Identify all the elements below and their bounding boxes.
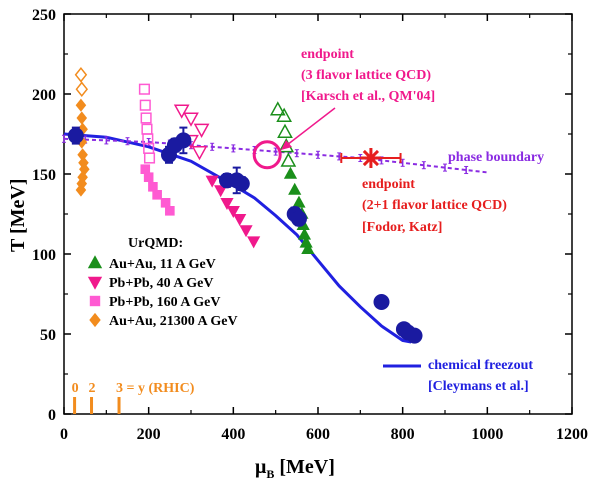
curves-group — [62, 132, 488, 368]
legend-entry-label: Au+Au, 11 A GeV — [109, 257, 216, 272]
rhic-tick — [73, 397, 77, 414]
legend-entry-label: Au+Au, 21300 A GeV — [109, 314, 238, 329]
data-point-square-open — [138, 83, 150, 95]
data-point-square-filled — [143, 172, 154, 182]
data-point-triangle-up-open — [276, 107, 293, 122]
phase-boundary-label: phase boundary — [448, 150, 544, 165]
x-tick-label: 0 — [60, 426, 68, 443]
rhic-tick-label: 2 — [89, 381, 96, 396]
legend-marker-square — [89, 295, 101, 307]
rhic-tick-label: 0 — [72, 381, 79, 396]
endpoint3-arrow-line — [286, 107, 336, 146]
x-tick-label: 400 — [221, 426, 245, 443]
data-point-triangle-down-open — [173, 104, 190, 119]
data-point-triangle-down-open — [193, 123, 210, 138]
endpoint21-line1: endpoint — [362, 177, 415, 192]
data-point-diamond-open — [75, 81, 89, 98]
data-point-triangle-up-filled — [297, 227, 312, 240]
data-point-square-filled — [148, 182, 158, 192]
data-point-triangle-up-filled — [288, 182, 302, 195]
data-point-square-filled — [140, 164, 151, 174]
data-point-triangle-down-open — [191, 146, 208, 161]
x-tick-label: 1200 — [556, 426, 588, 443]
endpoint3-line2: (3 flavor lattice QCD) — [301, 68, 431, 83]
data-point-diamond-filled — [76, 111, 88, 125]
y-tick-label: 0 — [48, 407, 56, 424]
x-tick-label: 200 — [137, 426, 161, 443]
legend-entry-label: Pb+Pb, 160 A GeV — [109, 295, 220, 310]
data-point-square-open — [143, 152, 156, 164]
data-point-diamond-filled — [75, 98, 87, 112]
data-point-square-open — [141, 123, 153, 135]
data-point-triangle-up-filled — [292, 195, 306, 208]
x-tick-label: 600 — [306, 426, 330, 443]
data-point-triangle-down-filled — [220, 198, 234, 210]
freezeout-point — [406, 327, 423, 344]
legend-title: UrQMD: — [128, 236, 183, 251]
data-point-triangle-up-open — [277, 123, 293, 138]
legend-marker-diamond — [89, 312, 101, 328]
data-point-triangle-down-filled — [226, 206, 240, 218]
freezeout-point — [175, 132, 192, 149]
rhic-tick — [90, 397, 94, 414]
endpoint3-arrow-head — [281, 140, 292, 150]
legend-marker-triangle-down — [87, 276, 103, 290]
legend-marker-triangle-up — [87, 255, 103, 269]
chem-freezeout-label-1: chemical freezout — [428, 358, 533, 373]
data-point-triangle-down-filled — [205, 175, 219, 188]
freezeout-point — [290, 210, 307, 227]
data-point-triangle-up-filled — [301, 242, 315, 254]
endpoint21-line3: [Fodor, Katz] — [362, 220, 442, 235]
y-tick-label: 150 — [32, 167, 56, 184]
rhic-tick — [117, 397, 121, 414]
freezeout-point — [67, 127, 84, 144]
y-tick-label: 100 — [32, 247, 56, 264]
x-tick-label: 800 — [391, 426, 415, 443]
legend-entry-label: Pb+Pb, 40 A GeV — [109, 276, 213, 291]
data-point-square-filled — [160, 198, 171, 208]
y-tick-label: 250 — [32, 7, 56, 24]
annotations-group: endpoint (3 flavor lattice QCD) [Karsch … — [281, 47, 544, 394]
rhic-tick-label: 3 = y (RHIC) — [116, 381, 195, 396]
freezeout-point — [373, 294, 390, 310]
chemical-freezeout-curve — [63, 132, 412, 344]
data-point-diamond-open — [74, 66, 88, 83]
y-axis-title: T [MeV] — [7, 179, 29, 253]
data-point-diamond-filled — [75, 183, 87, 197]
data-point-square-open — [140, 112, 152, 124]
freezeout-point — [233, 175, 250, 192]
x-tick-label: 1000 — [471, 426, 503, 443]
data-point-triangle-up-filled — [299, 235, 313, 248]
data-point-diamond-filled — [77, 148, 88, 162]
endpoint21-line2: (2+1 flavor lattice QCD) — [362, 198, 507, 213]
y-tick-label: 50 — [40, 327, 56, 344]
endpoint3-line3: [Karsch et al., QM'04] — [301, 89, 435, 104]
legend-group: UrQMD: Au+Au, 11 A GeV Pb+Pb, 40 A GeV Pb+… — [87, 236, 238, 329]
x-axis-title: μB [MeV] — [255, 456, 335, 481]
ticks-group: 0 200 400 600 800 1000 1200 0 50 100 150 200 250 — [32, 7, 588, 443]
data-point-triangle-down-filled — [214, 185, 228, 198]
data-point-square-open — [139, 99, 151, 111]
data-point-square-filled — [152, 190, 162, 200]
endpoint-2plus1-star — [362, 149, 380, 167]
data-point-triangle-down-filled — [247, 236, 261, 249]
data-point-triangle-up-open — [280, 152, 297, 167]
data-point-triangle-down-filled — [239, 225, 253, 238]
chem-freezeout-label-2: [Cleymans et al.] — [428, 379, 529, 394]
points-group — [67, 66, 423, 344]
y-tick-label: 200 — [32, 87, 56, 104]
data-point-triangle-up-filled — [283, 166, 298, 179]
endpoint3-line1: endpoint — [301, 47, 354, 62]
data-point-triangle-down-filled — [233, 214, 247, 226]
endpoint-3flavor-marker — [252, 140, 282, 170]
data-point-square-filled — [165, 206, 175, 216]
data-point-triangle-down-open — [183, 112, 199, 127]
data-point-triangle-up-open — [269, 101, 286, 116]
